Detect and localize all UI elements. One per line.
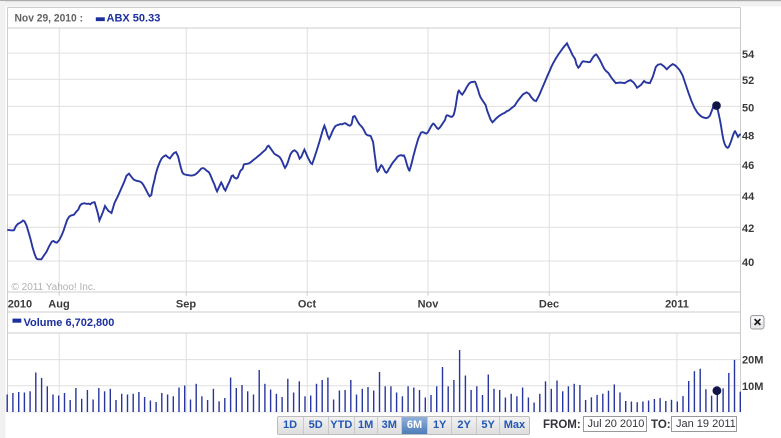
svg-text:44: 44: [742, 191, 755, 203]
svg-text:40: 40: [742, 257, 754, 269]
svg-text:Nov: Nov: [418, 299, 440, 311]
svg-text:2010: 2010: [8, 299, 32, 311]
svg-text:46: 46: [742, 160, 754, 172]
svg-text:ABX 50.33: ABX 50.33: [107, 13, 161, 25]
svg-text:Oct: Oct: [298, 299, 317, 311]
svg-text:Nov 29, 2010 :: Nov 29, 2010 :: [15, 13, 84, 25]
svg-text:42: 42: [742, 223, 754, 235]
svg-text:2011: 2011: [665, 299, 689, 311]
svg-text:48: 48: [742, 131, 754, 143]
svg-text:20M: 20M: [742, 354, 763, 366]
svg-text:© 2011 Yahoo! Inc.: © 2011 Yahoo! Inc.: [12, 282, 96, 293]
svg-text:52: 52: [742, 75, 754, 87]
svg-text:10M: 10M: [742, 381, 763, 393]
svg-text:Aug: Aug: [48, 299, 69, 311]
svg-text:50: 50: [742, 102, 754, 114]
svg-text:Sep: Sep: [176, 299, 196, 311]
svg-text:Volume 6,702,800: Volume 6,702,800: [24, 317, 115, 329]
svg-text:Dec: Dec: [539, 299, 559, 311]
svg-text:54: 54: [742, 49, 755, 61]
